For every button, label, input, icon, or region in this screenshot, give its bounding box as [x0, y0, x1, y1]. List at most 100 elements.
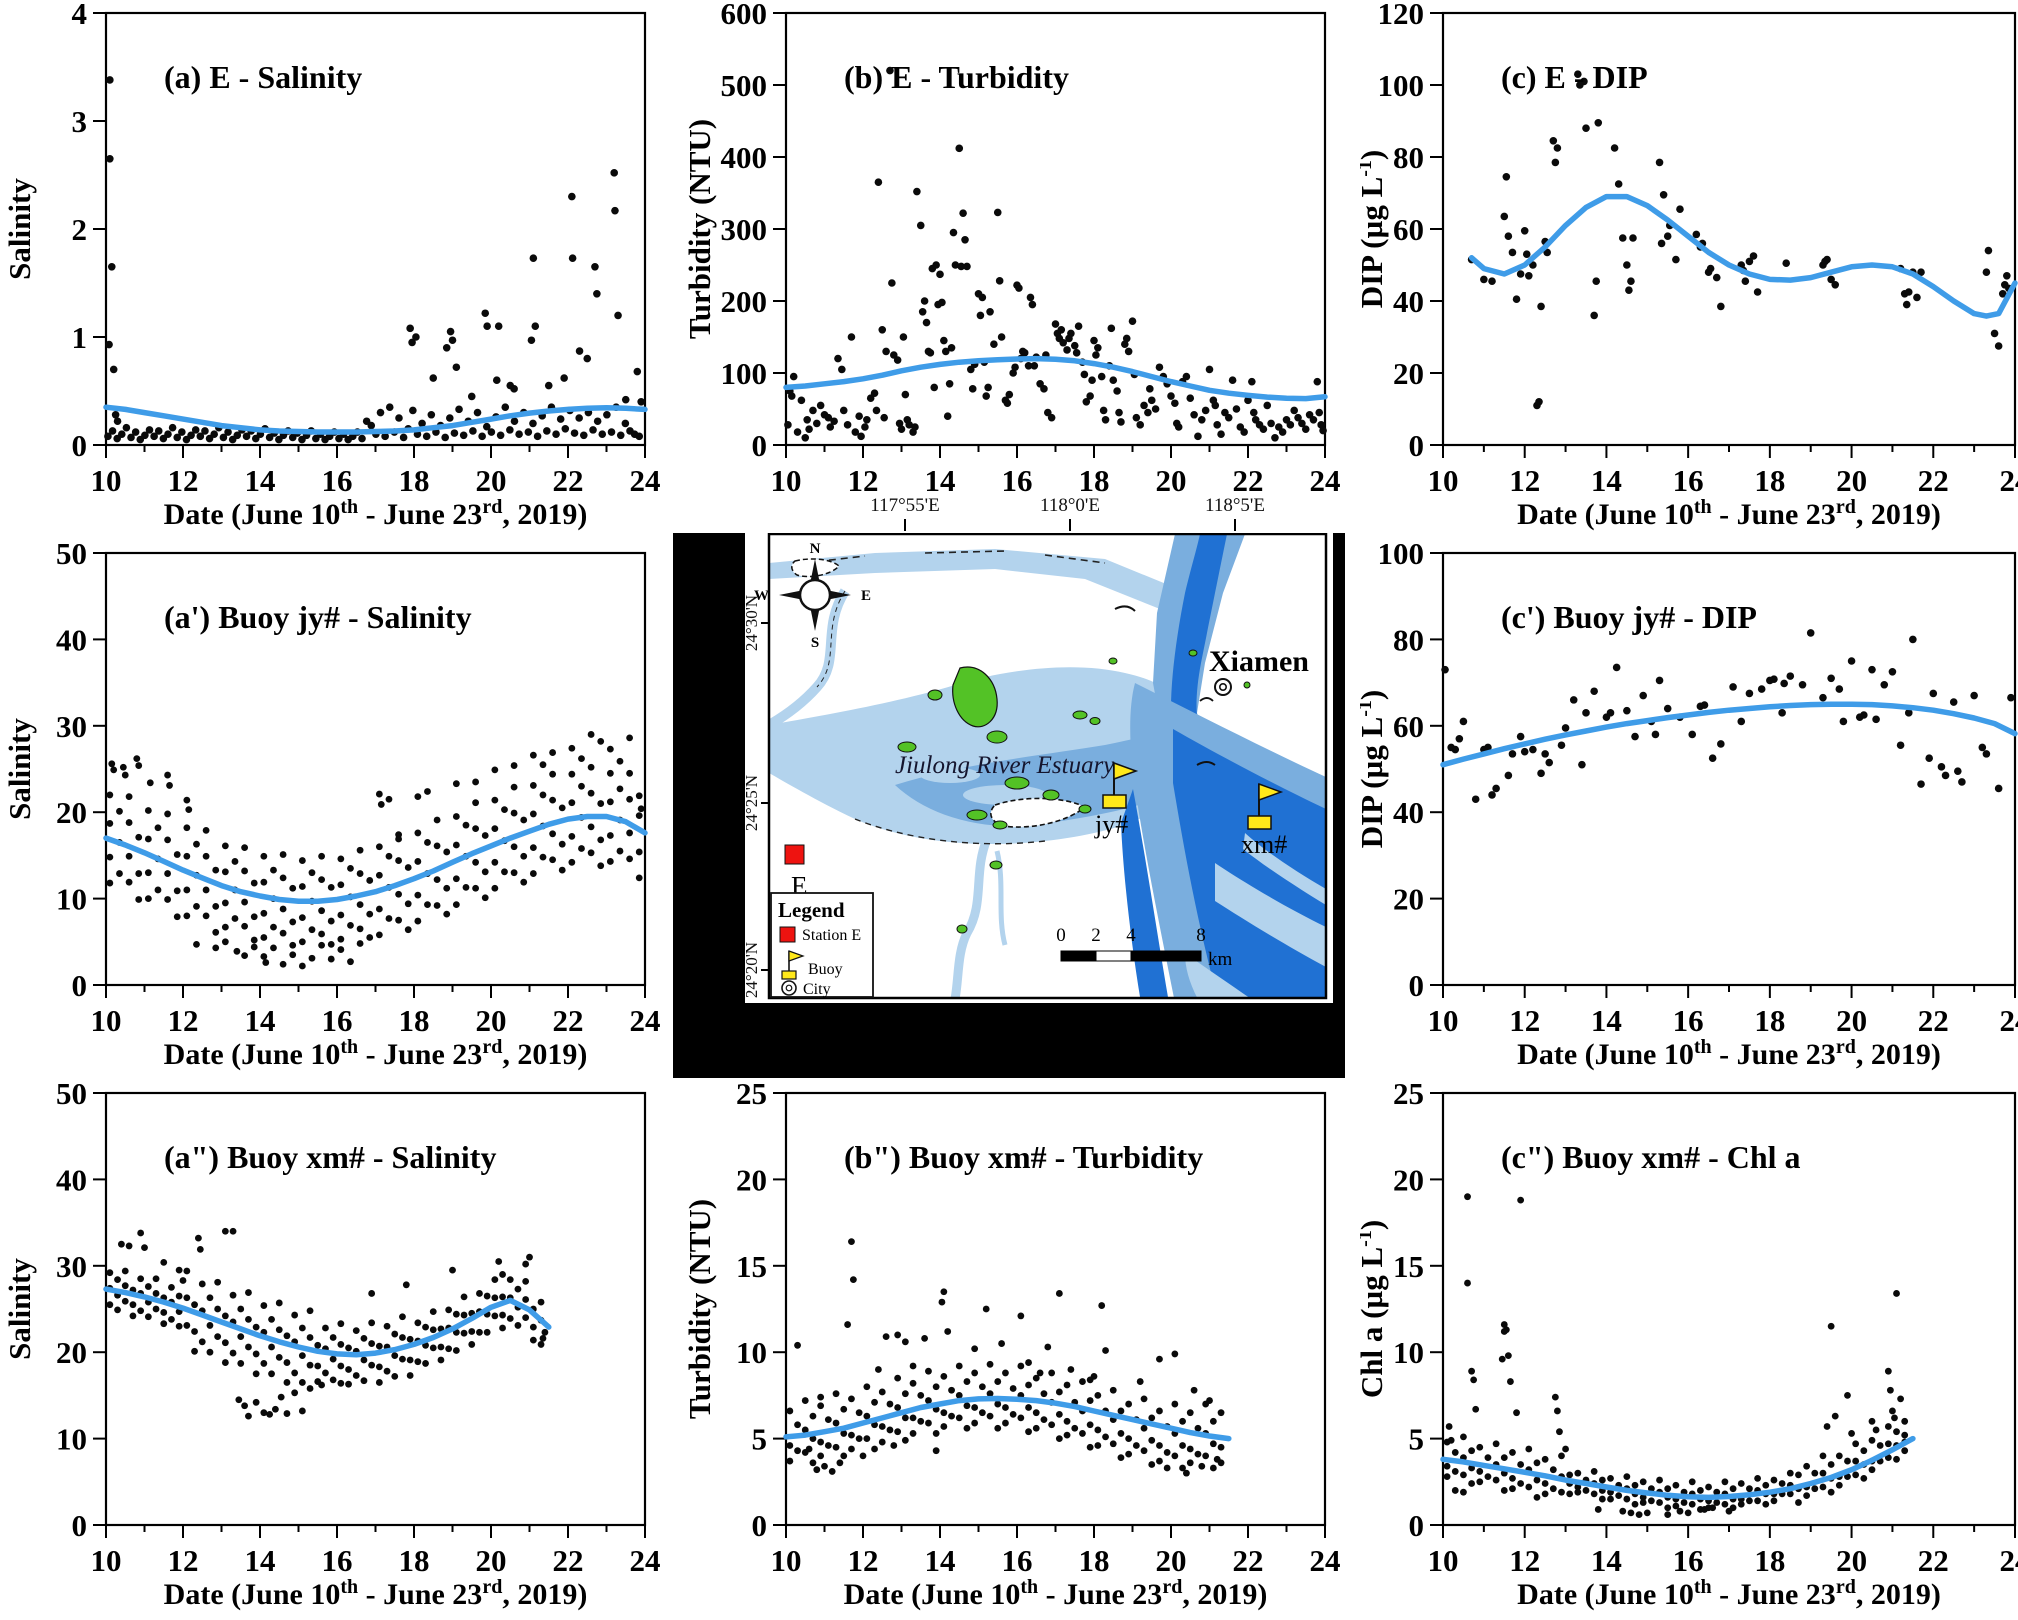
svg-text:15: 15 — [1393, 1249, 1424, 1284]
svg-text:5: 5 — [1409, 1422, 1425, 1457]
svg-text:18: 18 — [399, 1003, 430, 1038]
x-axis-label-b2: Date (June 10th - June 23rd, 2019) — [844, 1576, 1268, 1611]
svg-text:20: 20 — [1156, 1543, 1187, 1578]
lon-label: 118°5'E — [1205, 495, 1265, 516]
svg-text:20: 20 — [1393, 882, 1424, 917]
svg-text:30: 30 — [56, 709, 87, 744]
lat-label: 24°25'N — [745, 775, 761, 831]
svg-text:15: 15 — [736, 1249, 767, 1284]
svg-text:0: 0 — [72, 968, 88, 1003]
svg-text:20: 20 — [1156, 463, 1187, 498]
svg-text:14: 14 — [1591, 463, 1622, 498]
svg-text:10: 10 — [1428, 463, 1459, 498]
svg-text:12: 12 — [1509, 1003, 1540, 1038]
svg-text:20: 20 — [1393, 356, 1424, 391]
svg-text:16: 16 — [1002, 463, 1033, 498]
legend-title: Legend — [778, 898, 845, 922]
svg-text:12: 12 — [1509, 1543, 1540, 1578]
y-axis-label-a1: Salinity — [2, 718, 37, 820]
svg-text:24: 24 — [1310, 463, 1341, 498]
svg-text:200: 200 — [721, 284, 768, 319]
city-xiamen: Xiamen — [1199, 645, 1309, 702]
svg-text:22: 22 — [1918, 1003, 1949, 1038]
scale-4: 4 — [1126, 925, 1136, 946]
buoy-xm-marker: xm# — [1241, 782, 1287, 859]
svg-text:24: 24 — [2000, 1543, 2018, 1578]
x-axis-label-a1: Date (June 10th - June 23rd, 2019) — [164, 1036, 588, 1071]
svg-text:14: 14 — [245, 463, 276, 498]
svg-text:300: 300 — [721, 212, 768, 247]
panel-title-c2: (c") Buoy xm# - Chl a — [1501, 1139, 1801, 1175]
svg-text:50: 50 — [56, 540, 87, 571]
svg-text:120: 120 — [1378, 0, 1425, 31]
panel-title-a1: (a') Buoy jy# - Salinity — [164, 599, 472, 635]
estuary-map: 24°30'N 24°25'N 24°20'N N E S — [745, 533, 1328, 1000]
svg-text:16: 16 — [1673, 1003, 1704, 1038]
chart-panel-b2: 10 12 14 16 18 20 22 24 0 5 10 15 20 25 (b") Buoy xm# … — [682, 1080, 1341, 1611]
panel-title-c1: (c') Buoy jy# - DIP — [1501, 599, 1757, 635]
svg-text:22: 22 — [553, 1543, 584, 1578]
svg-text:10: 10 — [771, 1543, 802, 1578]
panel-title-a2: (a") Buoy xm# - Salinity — [164, 1139, 496, 1175]
svg-text:20: 20 — [1836, 1003, 1867, 1038]
lon-tick — [1069, 519, 1071, 531]
svg-text:12: 12 — [848, 463, 879, 498]
scale-8: 8 — [1196, 925, 1206, 946]
svg-text:24: 24 — [1310, 1543, 1341, 1578]
svg-text:18: 18 — [1079, 1543, 1110, 1578]
svg-text:16: 16 — [322, 1543, 353, 1578]
svg-text:0: 0 — [752, 1508, 768, 1543]
svg-text:80: 80 — [1393, 622, 1424, 657]
compass-e: E — [861, 588, 871, 604]
buoy-jy-marker: jy# — [1094, 761, 1139, 839]
compass-rose: N E S W — [754, 541, 871, 651]
y-axis-label-a2: Salinity — [2, 1258, 37, 1360]
map-cell: 117°55'E 118°0'E 118°5'E — [673, 495, 1345, 1080]
svg-text:4: 4 — [72, 0, 88, 31]
lat-label: 24°30'N — [745, 595, 761, 651]
compass-n: N — [810, 541, 821, 557]
compass-s: S — [811, 635, 819, 651]
svg-text:40: 40 — [1393, 284, 1424, 319]
svg-text:25: 25 — [1393, 1080, 1424, 1111]
compass-w: W — [754, 588, 769, 604]
svg-text:24: 24 — [2000, 1003, 2018, 1038]
svg-text:10: 10 — [736, 1335, 767, 1370]
svg-text:80: 80 — [1393, 140, 1424, 175]
panel-title-a: (a) E - Salinity — [164, 59, 362, 95]
region-label: Jiulong River Estuary — [895, 752, 1115, 779]
svg-text:14: 14 — [1591, 1543, 1622, 1578]
panel-title-b2: (b") Buoy xm# - Turbidity — [844, 1139, 1203, 1175]
x-axis-label-c: Date (June 10th - June 23rd, 2019) — [1517, 496, 1941, 531]
svg-text:14: 14 — [925, 1543, 956, 1578]
scale-0: 0 — [1056, 925, 1066, 946]
y-axis-label-c2: Chl a (µg L-1) — [1360, 1220, 1389, 1398]
svg-text:12: 12 — [848, 1543, 879, 1578]
svg-text:2: 2 — [72, 212, 88, 247]
svg-text:12: 12 — [168, 1543, 199, 1578]
svg-text:22: 22 — [1233, 463, 1264, 498]
svg-text:18: 18 — [399, 463, 430, 498]
lon-label: 118°0'E — [1040, 495, 1100, 516]
svg-text:16: 16 — [322, 1003, 353, 1038]
y-axis-label-b2: Turbidity (NTU) — [682, 1199, 717, 1419]
svg-text:24: 24 — [630, 1003, 661, 1038]
svg-text:18: 18 — [1754, 463, 1785, 498]
svg-text:600: 600 — [721, 0, 768, 31]
svg-text:18: 18 — [1754, 1003, 1785, 1038]
svg-text:10: 10 — [1428, 1543, 1459, 1578]
chart-panel-b: 10 12 14 16 18 20 22 24 0 100 200 300 400 500 600 (b) E… — [682, 0, 1341, 498]
svg-text:12: 12 — [168, 463, 199, 498]
buoy-xm-label: xm# — [1241, 830, 1287, 859]
svg-text:10: 10 — [56, 1422, 87, 1457]
svg-text:20: 20 — [56, 1335, 87, 1370]
svg-text:16: 16 — [1002, 1543, 1033, 1578]
svg-text:5: 5 — [752, 1422, 768, 1457]
svg-text:20: 20 — [56, 795, 87, 830]
x-axis-label-a2: Date (June 10th - June 23rd, 2019) — [164, 1576, 588, 1611]
svg-text:10: 10 — [771, 463, 802, 498]
map-longitude-axis: 117°55'E 118°0'E 118°5'E — [673, 495, 1345, 533]
svg-text:16: 16 — [1673, 1543, 1704, 1578]
